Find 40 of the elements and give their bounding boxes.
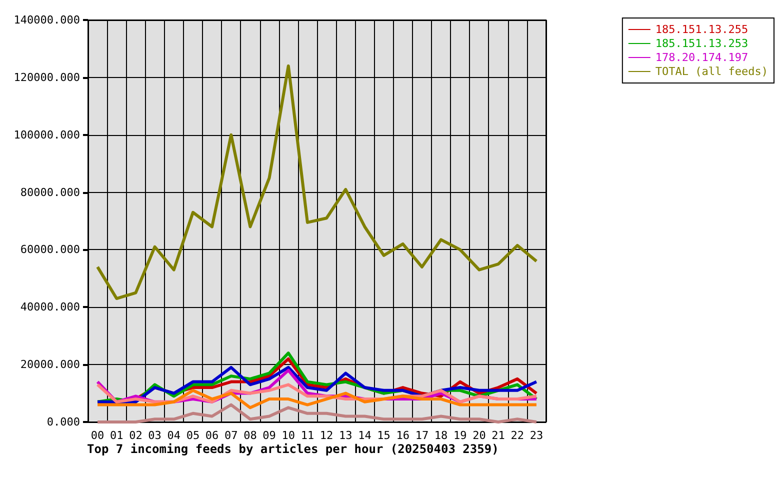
x-tick-label: 20 bbox=[472, 429, 486, 442]
x-tick-label: 09 bbox=[262, 429, 276, 442]
line-series bbox=[96, 64, 538, 300]
legend-label: 178.20.174.197 bbox=[655, 51, 748, 64]
y-tick-label: 20000.000 bbox=[20, 358, 80, 372]
x-tick-label: 03 bbox=[148, 429, 162, 442]
y-tick-label: 140000.000 bbox=[14, 14, 80, 26]
x-tick-label: 17 bbox=[415, 429, 429, 442]
y-tick-label: 80000.000 bbox=[20, 186, 80, 199]
x-tick-label: 06 bbox=[205, 429, 219, 442]
x-tick-label: 18 bbox=[434, 429, 448, 442]
x-tick-label: 01 bbox=[110, 429, 124, 442]
x-tick-label: 05 bbox=[186, 429, 200, 442]
y-tick-label: 120000.000 bbox=[14, 70, 80, 84]
y-tick-label: 40000.000 bbox=[20, 300, 80, 314]
x-tick-label: 04 bbox=[167, 429, 181, 442]
x-tick-label: 07 bbox=[224, 429, 238, 442]
x-tick-label: 14 bbox=[358, 429, 372, 442]
y-tick-label: 0.000 bbox=[46, 416, 80, 428]
legend-label: TOTAL (all feeds) bbox=[655, 65, 768, 78]
x-tick-label: 02 bbox=[129, 429, 142, 442]
line-series bbox=[96, 388, 538, 410]
x-tick-label: 21 bbox=[492, 429, 505, 442]
x-tick-label: 22 bbox=[510, 429, 524, 442]
x-tick-label: 11 bbox=[300, 429, 314, 442]
y-tick-label: 100000.000 bbox=[14, 128, 80, 142]
x-tick-label: 10 bbox=[282, 429, 295, 442]
x-tick-label: 12 bbox=[320, 429, 334, 442]
x-tick-label: 00 bbox=[90, 429, 104, 442]
x-tick-label: 23 bbox=[530, 429, 544, 442]
text: Top 7 incoming feeds by articles per hour (20250403 2359) bbox=[87, 442, 499, 456]
x-tick-label: 13 bbox=[339, 429, 352, 442]
legend-label: 185.151.13.253 bbox=[655, 37, 748, 50]
y-tick-label: 60000.000 bbox=[20, 243, 80, 256]
x-tick-label: 16 bbox=[396, 429, 410, 442]
x-tick-label: 19 bbox=[454, 429, 467, 442]
legend-label: 185.151.13.255 bbox=[655, 23, 748, 36]
line-series bbox=[96, 403, 538, 424]
x-tick-label: 08 bbox=[244, 429, 257, 442]
x-tick-label: 15 bbox=[377, 429, 390, 442]
